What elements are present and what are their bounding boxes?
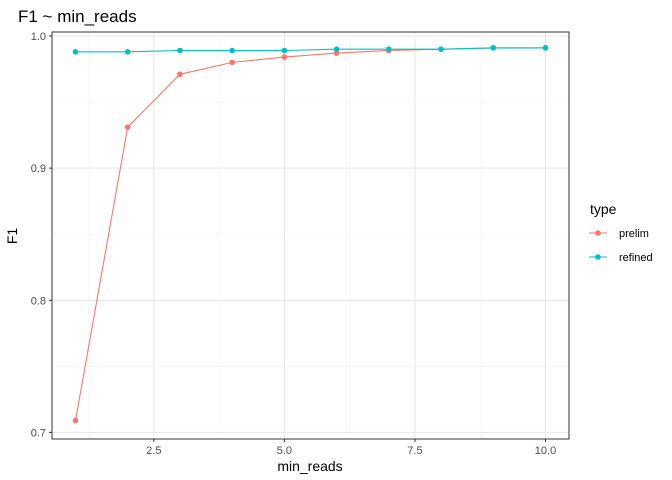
data-point-refined: [490, 45, 497, 51]
y-tick-label: 0.7: [31, 427, 46, 439]
y-tick-label: 0.9: [31, 163, 46, 175]
data-point-refined: [124, 49, 131, 55]
y-axis: 0.7 0.8 0.9 1.0: [31, 31, 52, 439]
data-point-refined: [438, 46, 444, 52]
x-tick-label: 5.0: [277, 445, 292, 457]
series-layer: [72, 45, 549, 424]
legend-key-point: [595, 254, 601, 260]
data-point-prelim: [229, 59, 235, 66]
x-tick-label: 10.0: [535, 445, 556, 457]
x-axis: 2.5 5.0 7.5 10.0: [146, 439, 556, 457]
x-tick-label: 7.5: [407, 445, 422, 457]
y-axis-title: F1: [4, 228, 20, 245]
data-point-refined: [542, 45, 549, 51]
data-point-refined: [177, 47, 183, 54]
y-tick-label: 1.0: [31, 31, 46, 43]
series-line-refined: [75, 47, 546, 53]
legend-items: prelim refined: [589, 228, 653, 264]
data-point-refined: [386, 46, 392, 52]
chart-title: F1 ~ min_reads: [18, 7, 137, 26]
series-refined: [72, 45, 549, 55]
legend-title: type: [590, 201, 617, 217]
plot-panel: [51, 31, 570, 440]
data-point-prelim: [72, 417, 79, 424]
panel-border: [51, 31, 570, 440]
legend-item-prelim: prelim: [589, 228, 649, 240]
legend-label: prelim: [619, 228, 649, 240]
y-tick-label: 0.8: [31, 295, 46, 307]
data-point-refined: [229, 47, 235, 54]
legend: type prelim refined: [589, 201, 653, 264]
panel-background: [52, 32, 569, 439]
legend-key-point: [595, 230, 601, 236]
legend-label: refined: [619, 252, 653, 264]
data-point-prelim: [333, 50, 340, 56]
data-point-prelim: [124, 124, 131, 130]
data-point-prelim: [281, 54, 288, 60]
data-point-refined: [72, 49, 79, 55]
x-axis-title: min_reads: [277, 458, 342, 474]
x-tick-label: 2.5: [146, 445, 161, 457]
legend-item-refined: refined: [589, 252, 653, 264]
data-point-refined: [281, 47, 288, 54]
data-point-prelim: [177, 71, 183, 78]
data-point-refined: [333, 46, 340, 52]
